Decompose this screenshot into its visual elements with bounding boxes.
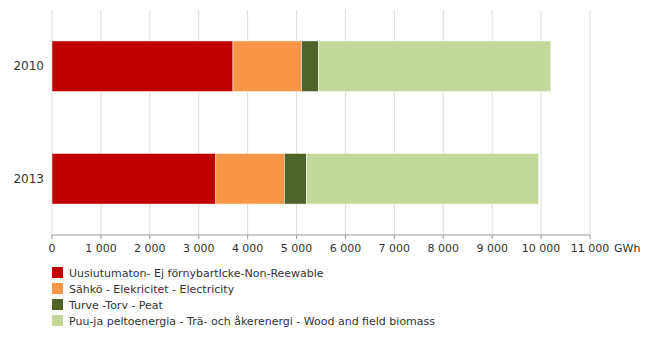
tick-label: 1 000 bbox=[85, 242, 117, 255]
chart: 0 1 000 2 000 3 000 4 000 5 000 6 000 7 000 8 00… bbox=[0, 0, 665, 343]
tick-mark bbox=[541, 235, 542, 239]
bars bbox=[52, 41, 551, 204]
bar-segment bbox=[52, 41, 233, 92]
legend: Uusiutumaton- Ej förnybartIcke-Non-Reewa… bbox=[52, 267, 435, 328]
legend-swatch bbox=[52, 267, 63, 278]
legend-swatch bbox=[52, 315, 63, 326]
legend-label: Turve -Torv - Peat bbox=[68, 299, 164, 312]
tick-label: 10 000 bbox=[522, 242, 561, 255]
tick-mark bbox=[590, 235, 591, 239]
grid-line bbox=[590, 10, 591, 235]
grid bbox=[52, 10, 590, 235]
x-axis-label: GWh bbox=[614, 242, 640, 255]
legend-label: Uusiutumaton- Ej förnybartIcke-Non-Reewa… bbox=[69, 267, 324, 280]
tick-label: 2 000 bbox=[134, 242, 166, 255]
bar-segment bbox=[52, 153, 216, 204]
tick-mark bbox=[296, 235, 297, 239]
y-labels: 2010 2013 bbox=[13, 59, 44, 186]
tick-mark bbox=[198, 235, 199, 239]
bar-segment bbox=[284, 153, 306, 204]
x-axis-line bbox=[52, 235, 590, 236]
bar-segment bbox=[319, 41, 551, 92]
tick-label: 3 000 bbox=[183, 242, 215, 255]
category-label: 2013 bbox=[13, 172, 44, 186]
tick-label: 7 000 bbox=[379, 242, 411, 255]
tick-label: 11 000 bbox=[571, 242, 610, 255]
legend-label: Puu-ja peltoenergia - Trä- och åkerenerg… bbox=[69, 315, 435, 328]
legend-swatch bbox=[52, 299, 63, 310]
tick-mark bbox=[492, 235, 493, 239]
tick-mark bbox=[100, 235, 101, 239]
tick-label: 5 000 bbox=[281, 242, 313, 255]
tick-label: 0 bbox=[49, 242, 56, 255]
x-ticks: 0 1 000 2 000 3 000 4 000 5 000 6 000 7 000 8 00… bbox=[49, 235, 610, 255]
bar-segment bbox=[301, 41, 318, 92]
tick-label: 6 000 bbox=[330, 242, 362, 255]
tick-label: 9 000 bbox=[476, 242, 508, 255]
tick-label: 8 000 bbox=[428, 242, 460, 255]
tick-mark bbox=[52, 235, 53, 239]
tick-mark bbox=[345, 235, 346, 239]
legend-swatch bbox=[52, 283, 63, 294]
bar-segment bbox=[306, 153, 538, 204]
bar-segment bbox=[233, 41, 301, 92]
legend-label: Sähkö - Elekricitet - Electricity bbox=[69, 283, 235, 296]
tick-label: 4 000 bbox=[232, 242, 264, 255]
bar-segment bbox=[216, 153, 284, 204]
tick-mark bbox=[394, 235, 395, 239]
tick-mark bbox=[149, 235, 150, 239]
tick-mark bbox=[247, 235, 248, 239]
category-label: 2010 bbox=[13, 59, 44, 73]
tick-mark bbox=[443, 235, 444, 239]
